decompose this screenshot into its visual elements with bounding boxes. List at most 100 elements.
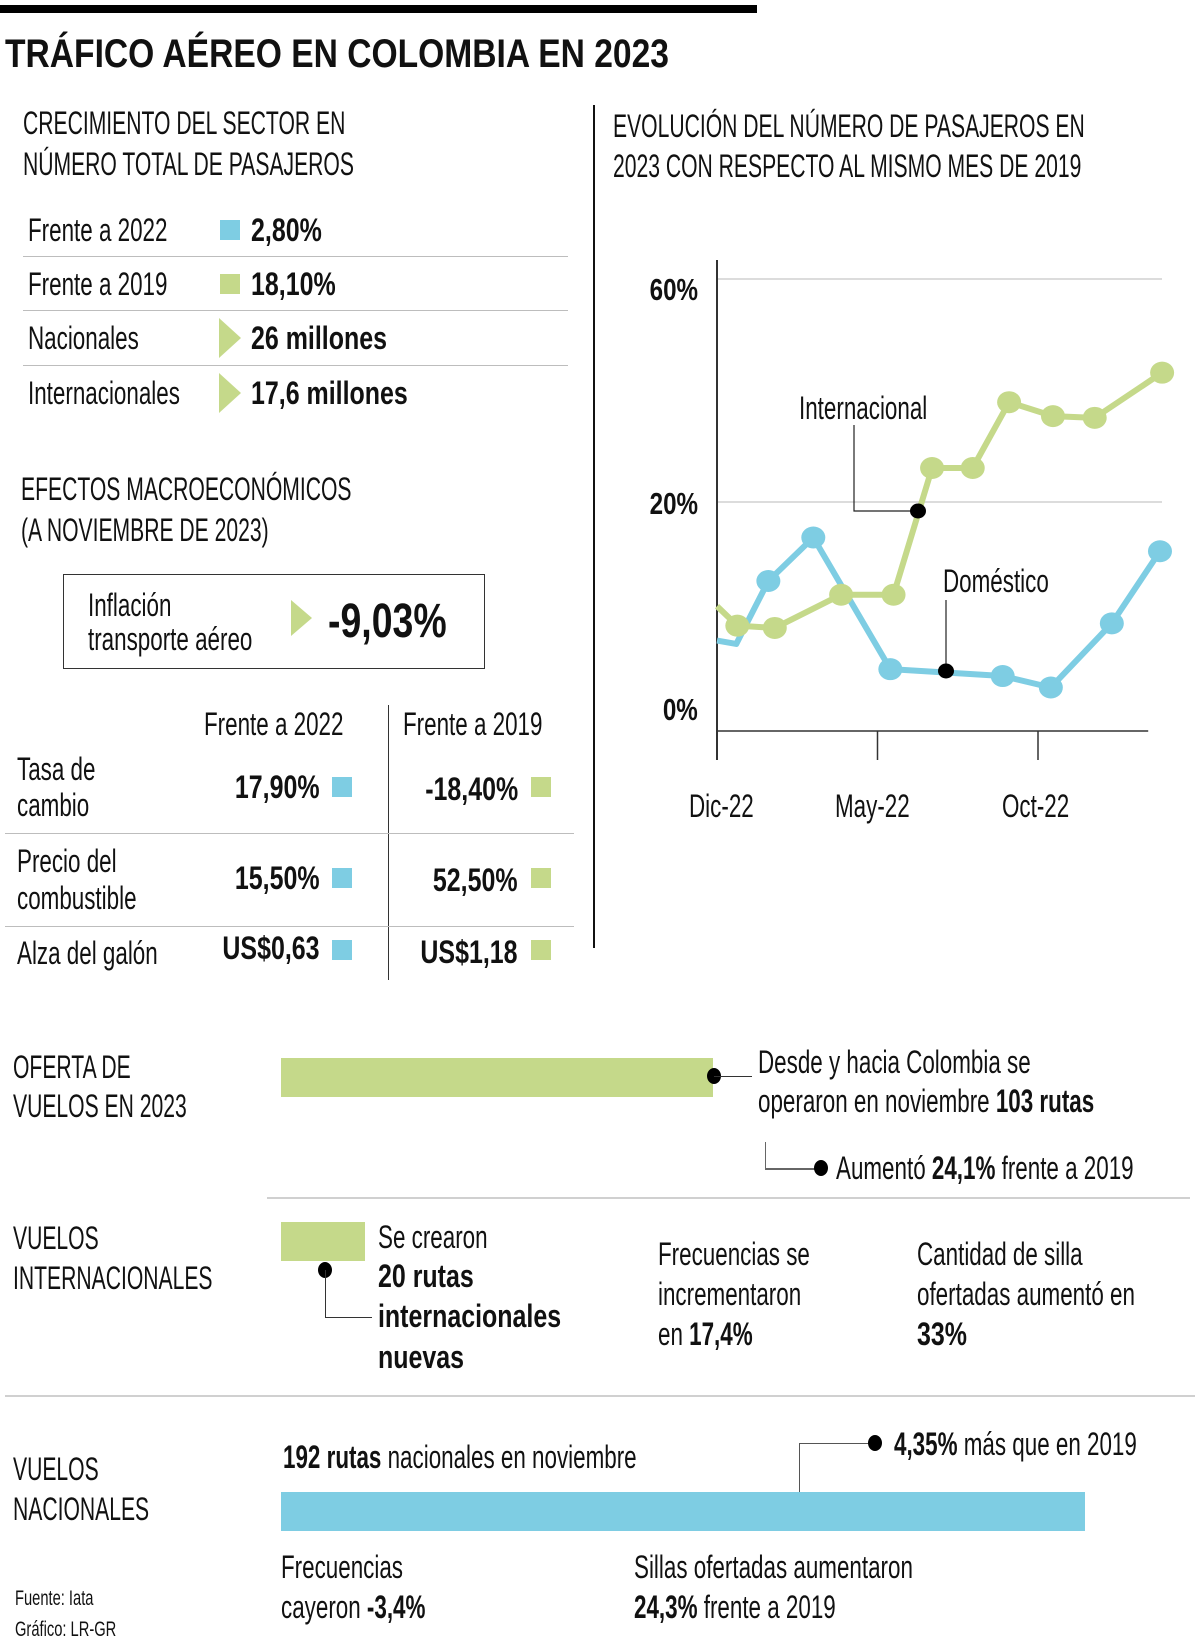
intl-seats: ofertadas aumentó en bbox=[917, 1276, 1135, 1312]
value-2022: US$0,63 bbox=[222, 930, 320, 966]
oferta-routes: 103 rutas bbox=[995, 1083, 1095, 1119]
macro-heading-1: EFECTOS MACROECONÓMICOS bbox=[21, 471, 352, 507]
intl-created-bold: nuevas bbox=[378, 1339, 465, 1375]
oferta-text: operaron en noviembre bbox=[758, 1083, 990, 1119]
y-tick-label: 60% bbox=[649, 272, 698, 307]
oferta-note: Aumentó 24,1% frente a 2019 bbox=[836, 1152, 1134, 1184]
green-square-icon bbox=[281, 1222, 365, 1261]
intl-heading-2: INTERNACIONALES bbox=[13, 1260, 213, 1296]
nac-heading-2: NACIONALES bbox=[13, 1491, 150, 1527]
top-rule bbox=[0, 5, 757, 13]
growth-value: 18,10% bbox=[251, 266, 336, 302]
blue-square-icon bbox=[220, 220, 240, 240]
inflation-box bbox=[63, 574, 485, 669]
freq-text: en bbox=[658, 1316, 683, 1352]
oferta-bar bbox=[281, 1058, 713, 1097]
growth-label: Frente a 2022 bbox=[28, 212, 168, 248]
nac-routes: 192 rutas nacionales en noviembre bbox=[283, 1441, 637, 1473]
callout-dot bbox=[938, 663, 954, 679]
data-point bbox=[1099, 612, 1124, 635]
y-tick-label: 0% bbox=[663, 692, 698, 727]
triangle-right-icon bbox=[219, 318, 241, 358]
note-value: 24,1% bbox=[931, 1150, 996, 1186]
data-point bbox=[878, 658, 903, 681]
intl-freq-value: en 17,4% bbox=[658, 1318, 753, 1350]
freq-text: cayeron bbox=[281, 1589, 361, 1625]
note-text: frente a 2019 bbox=[1001, 1150, 1134, 1186]
column-header-2019: Frente a 2019 bbox=[403, 706, 543, 742]
freq-value: -3,4% bbox=[366, 1589, 426, 1625]
series-label-domestico: Doméstico bbox=[943, 563, 1049, 599]
row-label: Precio del bbox=[17, 843, 117, 879]
data-point bbox=[801, 526, 826, 549]
divider bbox=[5, 833, 574, 834]
column-divider bbox=[593, 105, 595, 948]
row-label: Alza del galón bbox=[17, 935, 158, 971]
nac-seats-value: 24,3% frente a 2019 bbox=[634, 1591, 836, 1623]
oferta-heading-2: VUELOS EN 2023 bbox=[13, 1088, 187, 1124]
series-label-internacional: Internacional bbox=[799, 390, 928, 426]
callout-line bbox=[799, 1443, 800, 1492]
growth-label: Internacionales bbox=[28, 375, 180, 411]
inflation-label: Inflación bbox=[88, 587, 172, 623]
note-value: 4,35% bbox=[894, 1426, 958, 1462]
routes-text: nacionales en noviembre bbox=[387, 1439, 637, 1475]
row-label: cambio bbox=[17, 787, 90, 823]
intl-heading-1: VUELOS bbox=[13, 1220, 99, 1256]
value-2022: 17,90% bbox=[235, 769, 320, 805]
green-square-icon bbox=[531, 777, 551, 797]
routes-value: 192 rutas bbox=[283, 1439, 382, 1475]
value-2019: US$1,18 bbox=[420, 934, 518, 970]
inflation-value: -9,03% bbox=[328, 595, 447, 648]
intl-created: Se crearon bbox=[378, 1219, 488, 1255]
green-square-icon bbox=[531, 868, 551, 888]
data-point bbox=[829, 583, 854, 606]
callout-dot bbox=[910, 503, 926, 519]
page-title: TRÁFICO AÉREO EN COLOMBIA EN 2023 bbox=[5, 32, 669, 76]
divider bbox=[23, 310, 568, 311]
note-text: Aumentó bbox=[836, 1150, 926, 1186]
blue-square-icon bbox=[332, 868, 352, 888]
x-tick-label: Dic-22 bbox=[689, 788, 754, 824]
oferta-text-2: operaron en noviembre 103 rutas bbox=[758, 1085, 1094, 1117]
y-tick-label: 20% bbox=[649, 486, 698, 521]
callout-line bbox=[714, 1076, 752, 1077]
data-point bbox=[1150, 361, 1175, 384]
nac-freq-value: cayeron -3,4% bbox=[281, 1591, 425, 1623]
x-tick-label: May-22 bbox=[835, 788, 910, 824]
blue-square-icon bbox=[332, 777, 352, 797]
divider bbox=[267, 1197, 1190, 1199]
data-point bbox=[990, 665, 1015, 688]
callout-dot bbox=[868, 1435, 882, 1451]
data-point bbox=[1082, 406, 1107, 429]
intl-seats: Cantidad de silla bbox=[917, 1236, 1083, 1272]
macro-heading-2: (A NOVIEMBRE DE 2023) bbox=[21, 512, 269, 548]
seats-text: frente a 2019 bbox=[703, 1589, 836, 1625]
growth-value: 17,6 millones bbox=[251, 375, 408, 411]
intl-freq: incrementaron bbox=[658, 1276, 802, 1312]
intl-created-bold: 20 rutas bbox=[378, 1258, 474, 1294]
growth-label: Frente a 2019 bbox=[28, 266, 168, 302]
row-label: Tasa de bbox=[17, 751, 96, 787]
intl-seats-value: 33% bbox=[917, 1316, 967, 1352]
data-point bbox=[960, 456, 985, 479]
note-text: más que en 2019 bbox=[963, 1426, 1137, 1462]
callout-line bbox=[765, 1168, 821, 1170]
table-column-divider bbox=[388, 705, 389, 980]
nac-heading-1: VUELOS bbox=[13, 1451, 99, 1487]
data-point bbox=[1040, 405, 1065, 428]
data-point bbox=[920, 456, 945, 479]
value-2019: -18,40% bbox=[425, 771, 518, 807]
data-point bbox=[997, 391, 1022, 414]
nac-seats: Sillas ofertadas aumentaron bbox=[634, 1549, 913, 1585]
column-header-2022: Frente a 2022 bbox=[204, 706, 344, 742]
row-label: combustible bbox=[17, 880, 137, 916]
callout-line bbox=[765, 1142, 766, 1168]
divider bbox=[23, 256, 568, 257]
data-point bbox=[1038, 676, 1063, 699]
callout-line bbox=[799, 1443, 875, 1444]
callout-dot bbox=[814, 1160, 828, 1176]
growth-label: Nacionales bbox=[28, 320, 139, 356]
data-point bbox=[762, 616, 787, 639]
